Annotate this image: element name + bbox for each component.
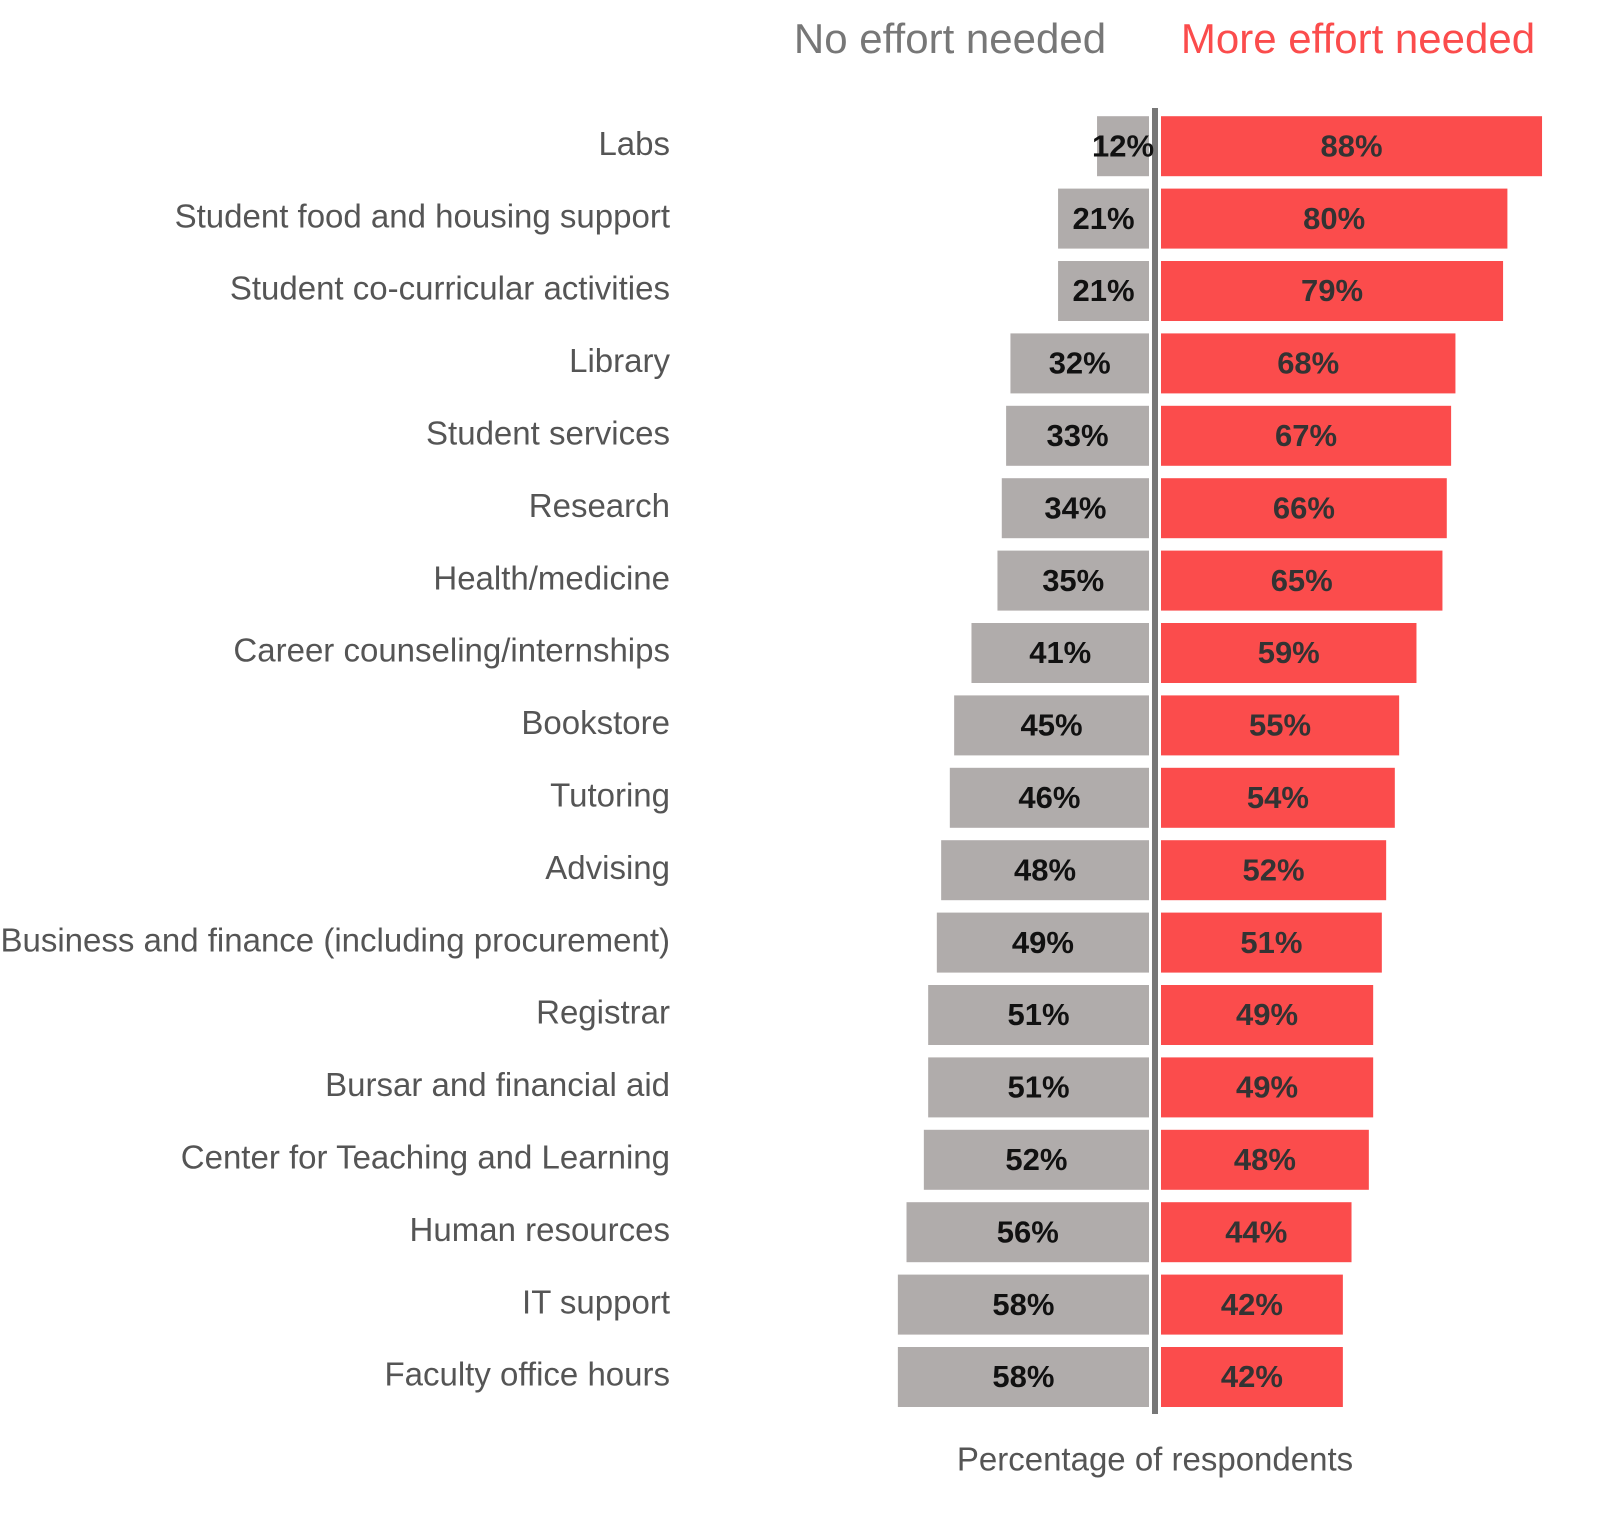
value-label: 21% bbox=[1073, 201, 1135, 236]
value-label: 48% bbox=[1014, 852, 1076, 887]
bar bbox=[949, 767, 1149, 828]
bar bbox=[1161, 550, 1443, 611]
category-label: Faculty office hours bbox=[384, 1356, 670, 1393]
bar bbox=[971, 623, 1149, 683]
value-label: 44% bbox=[1225, 1214, 1287, 1249]
category-label: Research bbox=[529, 487, 670, 524]
category-label: Student food and housing support bbox=[175, 197, 670, 234]
bar bbox=[923, 1129, 1149, 1190]
bar bbox=[1058, 261, 1149, 321]
value-label: 46% bbox=[1018, 780, 1080, 815]
value-label: 45% bbox=[1021, 708, 1083, 743]
value-label: 42% bbox=[1221, 1287, 1283, 1322]
bar bbox=[936, 912, 1149, 973]
value-label: 56% bbox=[997, 1214, 1059, 1249]
bar bbox=[928, 1057, 1149, 1118]
bar bbox=[1161, 1202, 1352, 1263]
bar bbox=[1058, 188, 1149, 249]
bar bbox=[1161, 188, 1508, 249]
value-label: 58% bbox=[992, 1287, 1054, 1322]
category-label: Center for Teaching and Learning bbox=[181, 1139, 670, 1176]
value-label: 65% bbox=[1271, 563, 1333, 598]
bar bbox=[1161, 912, 1382, 973]
bar bbox=[1161, 1057, 1374, 1118]
value-label: 59% bbox=[1258, 635, 1320, 670]
category-label: Human resources bbox=[410, 1211, 670, 1248]
value-label: 79% bbox=[1301, 273, 1363, 308]
category-label: Bursar and financial aid bbox=[325, 1066, 670, 1103]
value-label: 51% bbox=[1008, 997, 1070, 1032]
value-label: 41% bbox=[1029, 635, 1091, 670]
bar bbox=[1161, 261, 1504, 321]
category-label: Tutoring bbox=[550, 777, 670, 814]
category-label: Student co-curricular activities bbox=[230, 270, 670, 307]
value-label: 58% bbox=[992, 1359, 1054, 1394]
bar bbox=[1161, 405, 1452, 466]
value-label: 80% bbox=[1303, 201, 1365, 236]
value-label: 49% bbox=[1236, 1070, 1298, 1105]
value-label: 12% bbox=[1092, 128, 1154, 163]
bar bbox=[1161, 116, 1543, 177]
bar bbox=[1161, 623, 1417, 683]
category-label: Advising bbox=[545, 849, 670, 886]
value-label: 32% bbox=[1049, 346, 1111, 381]
value-label: 51% bbox=[1240, 925, 1302, 960]
bar bbox=[1161, 1347, 1343, 1407]
category-label: Student services bbox=[426, 415, 670, 452]
bar bbox=[1161, 695, 1400, 756]
legend-header: No effort needed bbox=[794, 15, 1106, 62]
category-label: IT support bbox=[522, 1283, 670, 1320]
value-label: 52% bbox=[1243, 852, 1305, 887]
category-label: Business and finance (including procurem… bbox=[0, 921, 670, 958]
bar bbox=[1161, 1129, 1369, 1190]
bar bbox=[1006, 405, 1149, 466]
value-label: 67% bbox=[1275, 418, 1337, 453]
category-label: Registrar bbox=[536, 994, 670, 1031]
x-axis-label: Percentage of respondents bbox=[957, 1441, 1353, 1478]
value-label: 21% bbox=[1073, 273, 1135, 308]
bar bbox=[897, 1274, 1149, 1335]
bar bbox=[928, 985, 1149, 1045]
bar bbox=[1097, 116, 1149, 177]
bar bbox=[997, 550, 1149, 611]
legend-header: More effort needed bbox=[1181, 15, 1535, 62]
bar bbox=[897, 1347, 1149, 1407]
category-label: Career counseling/internships bbox=[233, 632, 670, 669]
bar bbox=[1161, 985, 1374, 1045]
bar bbox=[1161, 767, 1395, 828]
value-label: 88% bbox=[1320, 128, 1382, 163]
bar bbox=[1001, 478, 1149, 539]
category-label: Labs bbox=[598, 125, 670, 162]
value-label: 35% bbox=[1042, 563, 1104, 598]
value-label: 42% bbox=[1221, 1359, 1283, 1394]
value-label: 66% bbox=[1273, 490, 1335, 525]
bar bbox=[1161, 840, 1387, 901]
bar bbox=[954, 695, 1149, 756]
value-label: 51% bbox=[1008, 1070, 1070, 1105]
value-label: 55% bbox=[1249, 708, 1311, 743]
value-label: 33% bbox=[1047, 418, 1109, 453]
category-label: Bookstore bbox=[521, 704, 670, 741]
value-label: 34% bbox=[1044, 490, 1106, 525]
bar bbox=[1161, 333, 1456, 394]
bar bbox=[941, 840, 1149, 901]
bar bbox=[1010, 333, 1149, 394]
category-label: Health/medicine bbox=[433, 559, 670, 596]
bar bbox=[1161, 1274, 1343, 1335]
value-label: 49% bbox=[1012, 925, 1074, 960]
value-label: 54% bbox=[1247, 780, 1309, 815]
category-label: Library bbox=[569, 342, 670, 379]
value-label: 68% bbox=[1277, 346, 1339, 381]
value-label: 48% bbox=[1234, 1142, 1296, 1177]
value-label: 49% bbox=[1236, 997, 1298, 1032]
value-label: 52% bbox=[1005, 1142, 1067, 1177]
bar bbox=[1161, 478, 1447, 539]
bar bbox=[906, 1202, 1149, 1263]
